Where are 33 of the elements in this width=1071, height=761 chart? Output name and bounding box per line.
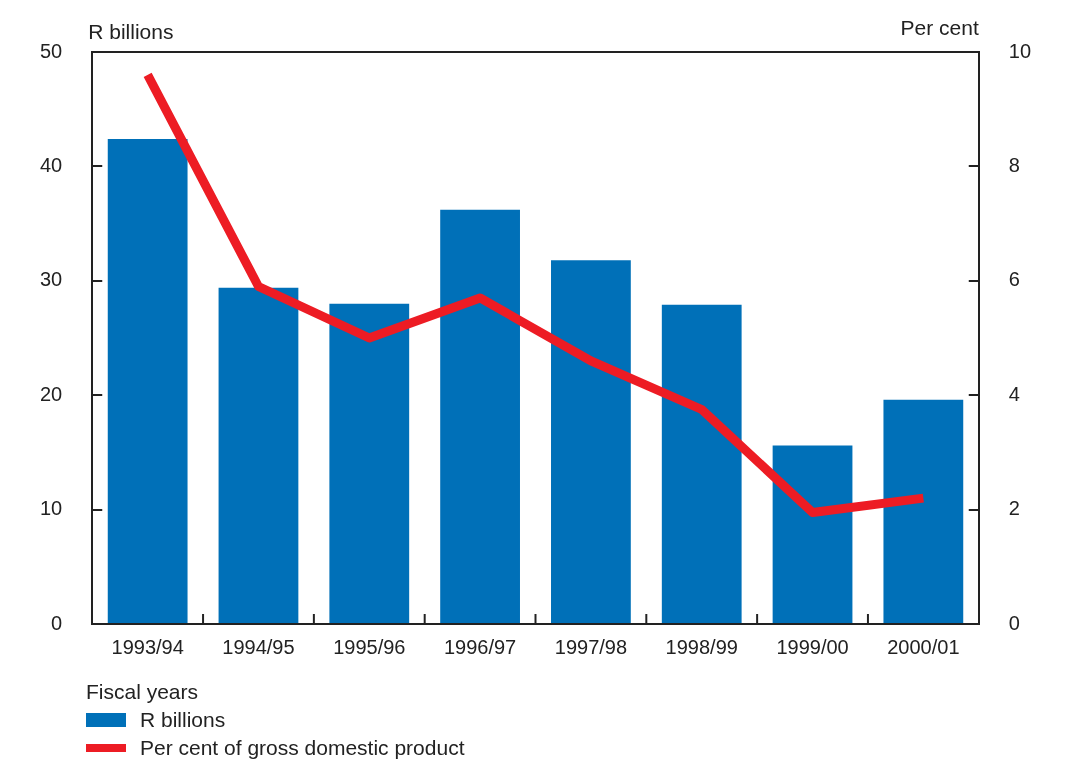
y2-tick-label: 10 [1008,39,1031,62]
bar [440,209,520,623]
bar [551,260,631,623]
legend-label: Per cent of gross domestic product [140,736,465,760]
x-tick-label: 1993/94 [111,635,184,658]
bar [218,287,299,623]
y-tick-label: 10 [40,497,63,520]
y2-tick-label: 2 [1008,497,1020,520]
x-tick-label: 2000/01 [887,635,960,658]
bar [661,304,742,623]
y-tick-label: 30 [40,268,63,291]
legend-label: R billions [140,708,226,732]
y-axis-title: R billions [88,20,174,44]
x-axis-title: Fiscal years [86,680,200,705]
bar [329,303,410,623]
y2-axis-title: Per cent [900,16,979,40]
x-tick-label: 1998/99 [665,635,738,658]
x-tick-label: 1997/98 [554,635,628,658]
x-tick-label: 1995/96 [333,635,406,658]
bar [107,138,188,623]
x-tick-label: 1999/00 [776,635,849,658]
y2-tick-label: 8 [1008,153,1020,176]
y-tick-label: 0 [51,611,63,634]
y2-tick-label: 0 [1008,611,1020,634]
x-tick-label: 1994/95 [222,635,295,658]
y-tick-label: 40 [40,153,63,176]
bar [772,445,853,623]
y2-tick-label: 6 [1008,268,1020,291]
x-tick-label: 1996/97 [443,635,517,658]
y-tick-label: 50 [40,39,63,62]
y-tick-label: 20 [40,382,63,405]
y2-tick-label: 4 [1008,382,1020,405]
bar [883,399,964,623]
